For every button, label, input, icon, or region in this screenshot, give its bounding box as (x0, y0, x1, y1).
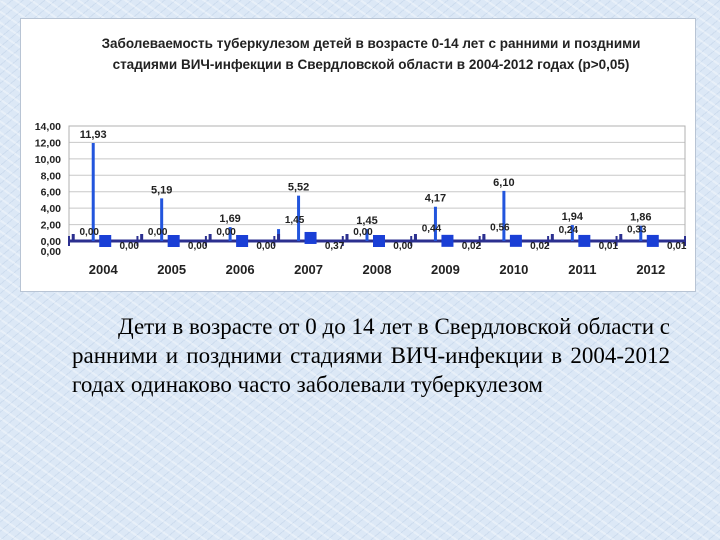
data-label-series-2: 0,24 (559, 225, 579, 236)
marker-series-3 (373, 235, 385, 247)
data-label-series-2: 0,00 (216, 227, 236, 238)
y-tick-label: 8,00 (41, 170, 62, 182)
data-label-series-1: 5,52 (288, 182, 309, 194)
bar-series-1 (228, 227, 232, 241)
tick-series-2 (140, 234, 144, 241)
data-label-series-1: 1,45 (356, 215, 377, 227)
data-label-series-3: 0,01 (599, 241, 619, 252)
data-label-series-2: 0,33 (627, 224, 647, 235)
tick-series-2 (413, 234, 417, 241)
y-tick-label: 0,00 (41, 246, 62, 258)
y-tick-label: 6,00 (41, 187, 62, 199)
tick-series-2 (550, 234, 554, 241)
bar-series-1 (91, 143, 95, 241)
x-tick-label: 2006 (226, 262, 255, 277)
y-tick-label: 0,00 (41, 236, 62, 248)
x-tick-label: 2011 (568, 262, 596, 277)
body-text: Дети в возрасте от 0 до 14 лет в Свердло… (72, 314, 670, 397)
y-tick-label: 2,00 (41, 220, 62, 232)
chart-panel: Заболеваемость туберкулезом детей в возр… (20, 18, 696, 292)
data-label-series-2: 0,56 (490, 222, 510, 233)
x-tick-label: 2005 (157, 262, 186, 277)
bar-series-1 (160, 198, 164, 241)
tick-series-2 (482, 234, 486, 241)
data-label-series-1: 1,69 (219, 213, 240, 225)
data-label-series-3: 0,00 (256, 241, 276, 252)
data-label-series-3: 0,01 (667, 241, 687, 252)
bar-series-1 (297, 195, 301, 241)
chart-title: Заболеваемость туберкулезом детей в возр… (101, 36, 641, 72)
marker-series-3 (304, 231, 317, 244)
data-label-series-1: 11,93 (80, 129, 107, 141)
bar-series-1 (502, 190, 506, 241)
tick-series-2 (71, 234, 75, 241)
data-label-series-3: 0,00 (188, 241, 208, 252)
y-tick-label: 14,00 (35, 121, 61, 133)
marker-series-3 (578, 234, 591, 247)
data-label-series-3: 0,02 (462, 241, 482, 252)
data-label-series-3: 0,37 (325, 241, 345, 252)
x-tick-label: 2009 (431, 262, 460, 277)
x-tick-label: 2012 (636, 262, 665, 277)
x-tick-label: 2007 (294, 262, 323, 277)
marker-series-3 (167, 235, 180, 247)
data-label-series-1: 1,86 (630, 212, 651, 224)
data-label-series-2: 0,44 (422, 223, 442, 234)
data-label-series-2: 1,45 (285, 215, 305, 226)
data-label-series-1: 6,10 (493, 177, 514, 189)
x-tick-label: 2010 (499, 262, 528, 277)
data-label-series-2: 0,00 (79, 227, 99, 238)
data-label-series-3: 0,00 (119, 241, 139, 252)
data-label-series-3: 0,02 (530, 241, 550, 252)
marker-series-3 (441, 234, 454, 247)
tick-series-2 (277, 234, 281, 241)
chart-plot: 14,0012,0010,008,006,004,002,000,000,001… (35, 121, 687, 277)
y-tick-label: 4,00 (41, 203, 62, 215)
x-tick-label: 2008 (363, 262, 392, 277)
y-tick-label: 10,00 (35, 154, 61, 166)
marker-series-3 (646, 234, 659, 247)
marker-series-3 (99, 235, 112, 247)
bar-series-1 (433, 206, 437, 241)
data-label-series-2: 0,00 (353, 227, 373, 238)
data-label-series-1: 1,94 (562, 211, 584, 223)
data-label-series-1: 5,19 (151, 184, 172, 196)
bar-series-1 (639, 225, 643, 241)
tick-series-2 (345, 234, 349, 241)
data-label-series-2: 0,00 (148, 227, 168, 238)
bar-series-1 (570, 225, 574, 241)
data-label-series-3: 0,00 (393, 241, 413, 252)
x-tick-label: 2004 (89, 262, 119, 277)
y-tick-label: 12,00 (35, 137, 61, 149)
marker-series-3 (236, 235, 249, 247)
bar-series-1 (365, 229, 369, 241)
tick-series-2 (619, 234, 623, 241)
tick-series-2 (208, 234, 212, 241)
data-label-series-1: 4,17 (425, 193, 446, 205)
marker-series-3 (509, 234, 522, 247)
